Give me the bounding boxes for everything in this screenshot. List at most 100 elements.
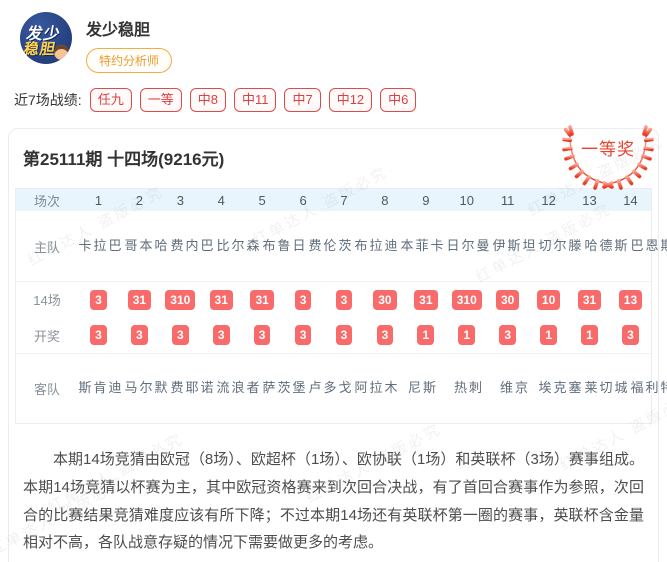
- pick-value-badge: 10: [536, 289, 561, 310]
- away-team-name: 埃克塞: [538, 380, 584, 396]
- home-team-name: 巴恩斯: [630, 237, 667, 253]
- profile-header: 发少 稳胆 发少稳胆 特约分析师: [0, 0, 667, 73]
- table-row-results: 开奖 3 3 3 3 3 3 3 3 1 1 3 1 1 3: [16, 317, 651, 353]
- avatar-text-line2: 稳胆: [22, 41, 58, 58]
- table-row-away-teams: 客队 斯肯迪马尔默费耶诺流浪者萨茨堡卢多戈阿拉木尼斯热刺维京埃克塞莱切城福利特谢…: [16, 353, 667, 423]
- home-team-name: 费内巴: [170, 237, 216, 253]
- home-team-name: 伊斯坦: [492, 237, 538, 253]
- analyst-avatar[interactable]: 发少 稳胆: [20, 12, 72, 64]
- away-team-name: 莱切城: [584, 380, 630, 396]
- result-value-badge: 1: [540, 325, 557, 345]
- record-badge: 中8: [189, 88, 226, 112]
- away-team-name: 费耶诺: [170, 380, 216, 396]
- laurel-wreath-icon: [562, 125, 654, 190]
- match-number: 5: [258, 192, 266, 208]
- home-team-name: 日尔曼: [446, 237, 492, 253]
- match-number: 3: [176, 192, 184, 208]
- result-value-badge: 3: [499, 325, 517, 345]
- row-label-match: 场次: [33, 193, 60, 209]
- home-team-name: 哥本哈: [124, 237, 170, 253]
- pick-value-badge: 30: [373, 289, 397, 310]
- record-badge: 中11: [233, 88, 277, 112]
- match-number: 8: [381, 192, 389, 208]
- away-team-name: 维京: [499, 380, 530, 396]
- record-label: 近7场战绩:: [14, 91, 82, 108]
- pick-value-badge: 31: [250, 289, 274, 310]
- record-badge: 一等: [139, 88, 182, 112]
- away-team-name: 马尔默: [124, 380, 170, 396]
- issue-card: 第25111期 十四场(9216元): [8, 125, 667, 562]
- record-badge: 中12: [328, 88, 373, 112]
- pick-cells: 3 31 310 31 31 3 3 30 31 310 30 10 31 13: [78, 282, 651, 317]
- row-label-away: 客队: [33, 382, 60, 397]
- row-label-result: 开奖: [33, 328, 60, 344]
- match-number-cells: 1 2 3 4 5 6 7 8 9 10 11 12 13 14: [78, 189, 651, 211]
- result-value-badge: 1: [417, 325, 435, 345]
- match-number: 11: [500, 192, 515, 208]
- result-value-badge: 3: [294, 325, 312, 345]
- table-row-picks: 14场 3 31 310 31 31 3 3 30 31 310 30 10 31 13: [16, 281, 651, 317]
- table-row-home-teams: 主队 卡拉巴 哥本哈 费内巴 比尔森 布鲁日 费伦茨 布拉迪 本菲卡 日尔曼 伊斯坦 切尔滕 哈德斯巴…: [16, 211, 667, 281]
- pick-value-badge: 310: [451, 289, 482, 310]
- result-value-badge: 3: [335, 325, 353, 345]
- match-number: 2: [135, 192, 143, 208]
- result-value-badge: 3: [90, 325, 107, 345]
- away-team-name: 流浪者: [216, 380, 262, 396]
- record-badge-list: 任九 一等 中8 中11 中7 中12 中6: [89, 88, 417, 112]
- away-team-name: 斯肯迪: [78, 380, 124, 396]
- pick-value-badge: 31: [414, 289, 438, 310]
- home-team-name: 布拉迪: [354, 237, 400, 253]
- result-value-badge: 1: [581, 325, 598, 345]
- pick-value-badge: 31: [127, 289, 152, 310]
- role-badge: 特约分析师: [86, 48, 173, 73]
- result-value-badge: 1: [458, 325, 476, 345]
- home-team-name: 卡拉巴: [78, 237, 124, 253]
- home-team-name: 比尔森: [216, 237, 262, 253]
- pick-value-badge: 31: [209, 289, 233, 310]
- match-number: 13: [582, 192, 597, 208]
- match-number: 7: [340, 192, 348, 208]
- match-number: 1: [94, 192, 103, 208]
- away-team-name: 萨茨堡: [262, 380, 308, 396]
- match-number: 4: [217, 192, 225, 208]
- away-team-name: 福利特: [630, 380, 667, 396]
- pick-value-badge: 31: [577, 289, 602, 310]
- home-team-name: 费伦茨: [308, 237, 354, 253]
- match-table: 场次 1 2 3 4 5 6 7 8 9 10 11 12 13 14 主队 卡拉巴 哥本哈 费内巴 比尔森 布鲁…: [15, 188, 667, 424]
- result-value-badge: 3: [622, 325, 639, 345]
- first-prize-label: 一等奖: [581, 140, 635, 159]
- match-number: 9: [422, 192, 430, 208]
- away-team-name: 卢多戈: [308, 380, 354, 396]
- home-team-name: 布鲁日: [262, 237, 308, 253]
- match-number: 12: [541, 192, 556, 208]
- away-team-name: 尼斯: [407, 380, 438, 396]
- pick-value-badge: 310: [165, 289, 196, 310]
- home-team-cells: 卡拉巴哥本哈费内巴比尔森布鲁日费伦茨布拉迪本菲卡日尔曼伊斯坦切尔滕哈德斯巴恩斯伯…: [78, 211, 667, 281]
- home-team-name: 本菲卡: [400, 237, 446, 253]
- row-label-picks: 14场: [33, 293, 61, 308]
- result-value-badge: 3: [376, 325, 394, 345]
- avatar-cartoon-face-icon: [54, 45, 69, 60]
- pick-value-badge: 3: [90, 289, 107, 310]
- match-number: 10: [459, 192, 474, 208]
- pick-value-badge: 3: [335, 289, 353, 310]
- match-number: 6: [299, 192, 307, 208]
- table-row-match-numbers: 场次 1 2 3 4 5 6 7 8 9 10 11 12 13 14: [16, 189, 651, 211]
- first-prize-laurel-badge: 一等奖: [560, 125, 656, 191]
- result-value-badge: 3: [131, 325, 148, 345]
- analysis-paragraph: 本期14场竞猜由欧冠（8场）、欧超杯（1场）、欧协联（1场）和英联杯（3场）赛事…: [23, 451, 644, 552]
- record-badge: 中6: [380, 88, 417, 112]
- result-value-badge: 3: [171, 325, 189, 345]
- pick-value-badge: 13: [618, 289, 643, 310]
- record-badge: 中7: [284, 88, 321, 112]
- profile-info: 发少稳胆 特约分析师: [86, 12, 173, 73]
- recent-record-row: 近7场战绩: 任九 一等 中8 中11 中7 中12 中6: [0, 73, 667, 112]
- away-team-cells: 斯肯迪马尔默费耶诺流浪者萨茨堡卢多戈阿拉木尼斯热刺维京埃克塞莱切城福利特谢菲联: [78, 354, 667, 423]
- away-team-name: 阿拉木: [354, 380, 400, 396]
- match-number: 14: [623, 192, 638, 208]
- pick-value-badge: 3: [294, 289, 312, 310]
- analyst-name[interactable]: 发少稳胆: [86, 22, 151, 39]
- result-cells: 3 3 3 3 3 3 3 3 1 1 3 1 1 3: [78, 317, 651, 353]
- result-value-badge: 3: [253, 325, 271, 345]
- record-badge: 任九: [89, 88, 132, 112]
